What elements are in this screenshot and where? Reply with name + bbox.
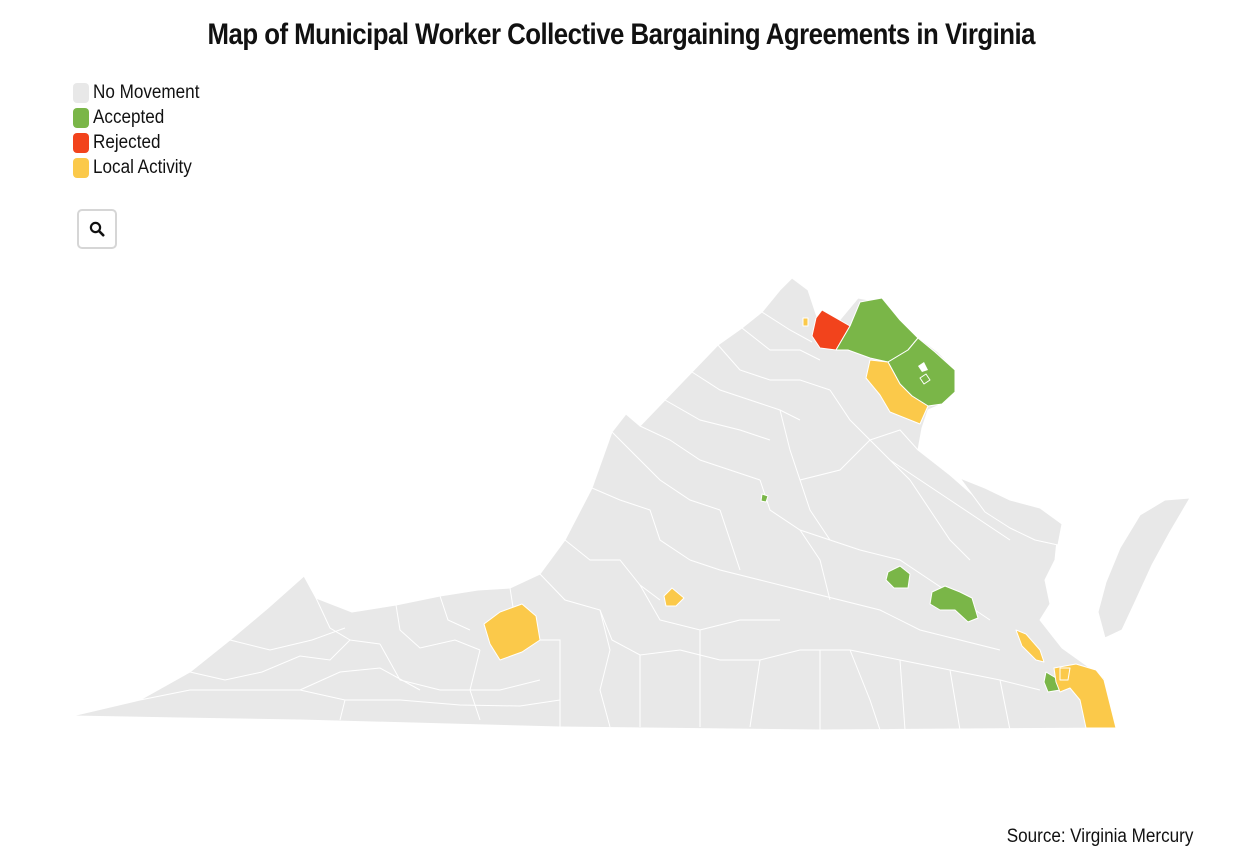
- legend-label: Accepted: [93, 106, 165, 128]
- county-borders: [139, 311, 1041, 731]
- legend-label: No Movement: [93, 81, 200, 103]
- zoom-search-button[interactable]: [77, 209, 117, 249]
- legend-item-rejected: Rejected: [73, 130, 211, 155]
- locality-local-activity[interactable]: [1015, 629, 1045, 663]
- legend-item-accepted: Accepted: [73, 105, 211, 130]
- locality-local-activity[interactable]: [663, 587, 685, 607]
- source-credit: Source: Virginia Mercury: [1006, 826, 1193, 848]
- virginia-state-shape: [71, 277, 1117, 731]
- locality-accepted[interactable]: [1043, 671, 1061, 693]
- locality-accepted[interactable]: [929, 585, 979, 623]
- locality-accepted[interactable]: [760, 493, 769, 503]
- legend-label: Rejected: [93, 131, 161, 153]
- legend-item-no-movement: No Movement: [73, 80, 211, 105]
- legend: No Movement Accepted Rejected Local Acti…: [73, 80, 211, 180]
- legend-swatch-no-movement: [73, 82, 89, 103]
- locality-local-activity[interactable]: [1059, 667, 1071, 681]
- locality-local-activity[interactable]: [802, 317, 809, 327]
- legend-swatch-accepted: [73, 107, 89, 128]
- northern-neck-shape: [959, 477, 1063, 546]
- legend-swatch-rejected: [73, 132, 89, 153]
- water-hole: [918, 362, 928, 372]
- legend-label: Local Activity: [93, 156, 192, 178]
- locality-local-activity[interactable]: [1053, 663, 1117, 729]
- locality-accepted[interactable]: [885, 565, 911, 589]
- legend-item-local-activity: Local Activity: [73, 155, 211, 180]
- locality-accepted[interactable]: [919, 373, 931, 385]
- map-title: Map of Municipal Worker Collective Barga…: [207, 18, 1036, 51]
- eastern-shore-shape: [1097, 497, 1191, 639]
- legend-swatch-local-activity: [73, 157, 89, 178]
- source-name: Virginia Mercury: [1069, 826, 1193, 847]
- source-label: Source:: [1006, 826, 1066, 847]
- locality-local-activity[interactable]: [483, 603, 541, 661]
- locality-local-activity[interactable]: [865, 359, 929, 425]
- search-icon: [89, 221, 105, 237]
